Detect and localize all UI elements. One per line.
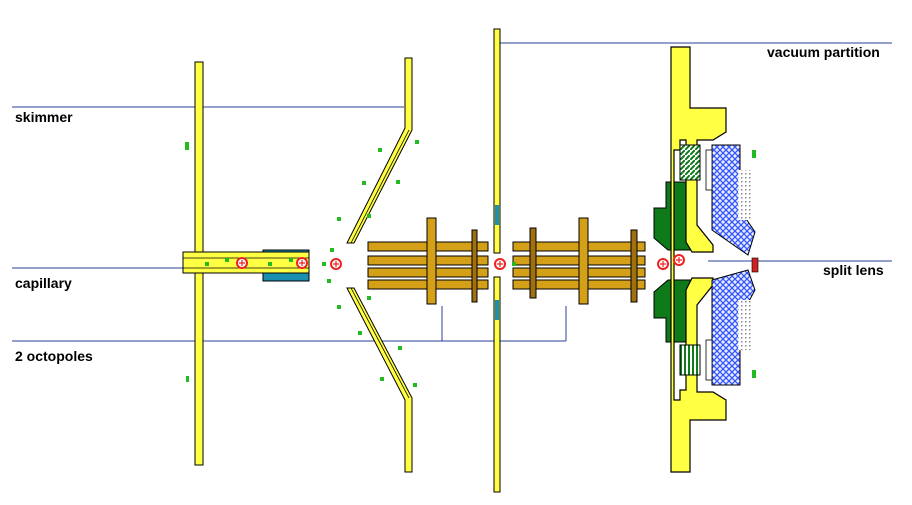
skimmer-cone (346, 57, 413, 473)
skimmer-label: skimmer (15, 109, 73, 125)
octopole-2 (512, 217, 646, 305)
split-lens-label: split lens (823, 262, 884, 278)
capillary-label: capillary (15, 275, 72, 291)
solvent-droplets (185, 140, 756, 387)
leader-lines (12, 42, 892, 342)
vacuum-partition-label: vacuum partition (767, 44, 880, 60)
octopole-1 (367, 217, 489, 305)
analyzer-flange (670, 46, 759, 473)
ions (236, 254, 685, 270)
octopoles-label: 2 octopoles (15, 348, 93, 364)
vacuum-partition (493, 28, 501, 493)
